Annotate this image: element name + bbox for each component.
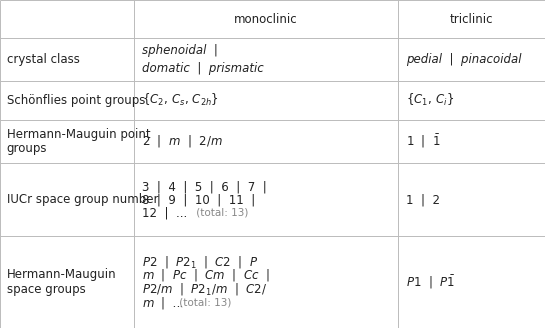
Text: $\{C_1,\, C_i\}$: $\{C_1,\, C_i\}$	[406, 92, 454, 108]
Text: Hermann-Mauguin point: Hermann-Mauguin point	[7, 128, 150, 141]
Text: domatic  |  prismatic: domatic | prismatic	[142, 62, 263, 75]
Text: (total: 13): (total: 13)	[176, 298, 232, 308]
Text: $P2/m$  |  $P2_1/m$  |  $C2/$: $P2/m$ | $P2_1/m$ | $C2/$	[142, 281, 267, 297]
Text: $\{C_2,\, C_s,\, C_{2h}\}$: $\{C_2,\, C_s,\, C_{2h}\}$	[142, 92, 219, 108]
Text: pedial  |  pinacoidal: pedial | pinacoidal	[406, 53, 522, 66]
Text: sphenoidal  |: sphenoidal |	[142, 44, 217, 57]
Text: 3  |  4  |  5  |  6  |  7  |: 3 | 4 | 5 | 6 | 7 |	[142, 180, 267, 193]
Text: $m$  |  ...: $m$ | ...	[142, 295, 184, 311]
Text: crystal class: crystal class	[7, 53, 80, 66]
Text: space groups: space groups	[7, 283, 85, 296]
Text: (total: 13): (total: 13)	[193, 208, 249, 218]
Text: IUCr space group number: IUCr space group number	[7, 193, 158, 206]
Text: monoclinic: monoclinic	[234, 12, 298, 26]
Text: Schönflies point groups: Schönflies point groups	[7, 93, 145, 107]
Text: $2$  |  $m$  |  $2/m$: $2$ | $m$ | $2/m$	[142, 133, 222, 149]
Text: $m$  |  $Pc$  |  $Cm$  |  $Cc$  |: $m$ | $Pc$ | $Cm$ | $Cc$ |	[142, 267, 270, 283]
Text: triclinic: triclinic	[450, 12, 493, 26]
Text: 8  |  9  |  10  |  11  |: 8 | 9 | 10 | 11 |	[142, 193, 255, 206]
Text: 12  |  ...: 12 | ...	[142, 206, 187, 219]
Text: Hermann-Mauguin: Hermann-Mauguin	[7, 269, 116, 281]
Text: $P1$  |  $P\bar{1}$: $P1$ | $P\bar{1}$	[406, 274, 455, 291]
Text: groups: groups	[7, 142, 47, 155]
Text: $1$  |  $\bar{1}$: $1$ | $\bar{1}$	[406, 133, 441, 150]
Text: 1  |  2: 1 | 2	[406, 193, 440, 206]
Text: $P2$  |  $P2_1$  |  $C2$  |  $P$: $P2$ | $P2_1$ | $C2$ | $P$	[142, 254, 258, 270]
